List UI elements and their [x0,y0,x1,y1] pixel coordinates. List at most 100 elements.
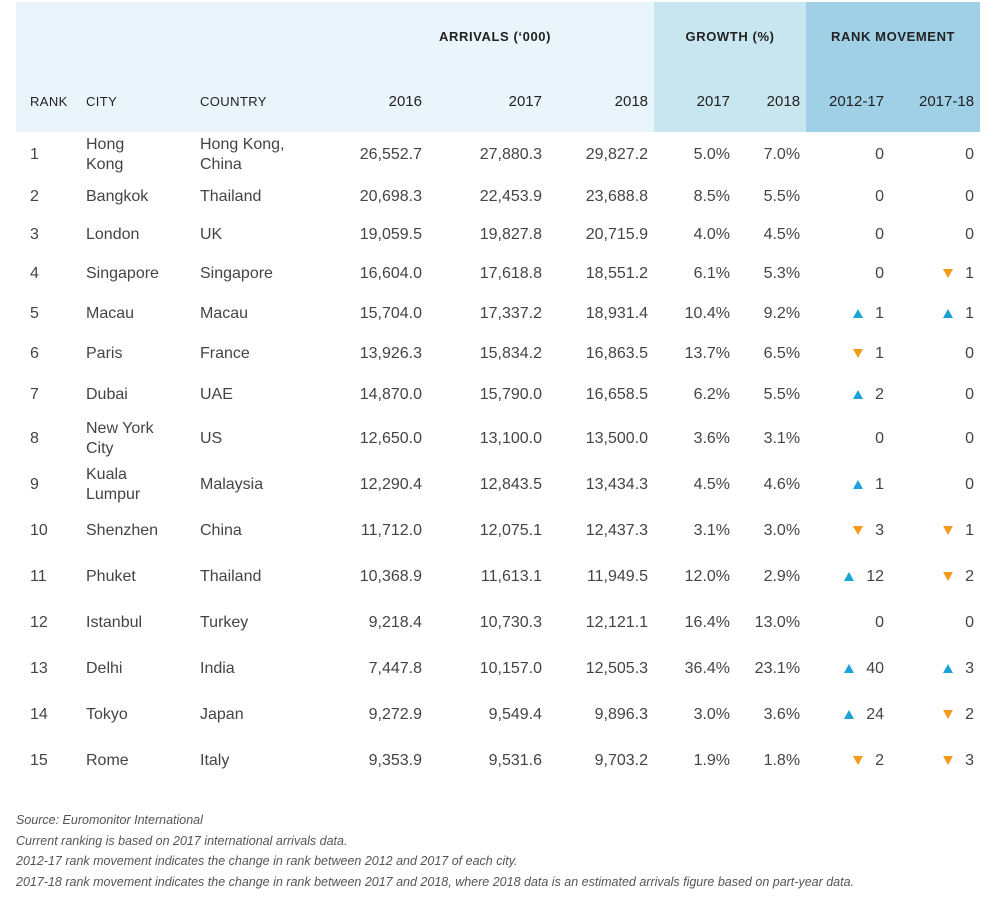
cell-arrivals-2016: 12,290.4 [336,462,428,508]
cell-city-text: New York City [86,420,154,457]
cell-rank-text: 13 [30,660,48,677]
cell-movement-2012-17: 1 [806,294,890,334]
cell-city: Macau [76,294,196,334]
rank-movement: 0 [965,613,974,633]
cell-movement-2017-18: 2 [890,554,980,600]
cell-city-text: Shenzhen [86,522,159,539]
cell-country: Italy [196,738,336,784]
cell-growth-2018-text: 3.1% [763,430,801,447]
cell-growth-2017: 8.5% [654,178,736,216]
cell-movement-2017-18: 1 [890,294,980,334]
cell-arrivals-2016: 9,353.9 [336,738,428,784]
cell-country-text: UK [200,226,223,243]
rank-movement-value: 0 [965,188,975,205]
cell-arrivals-2018-text: 29,827.2 [585,146,649,163]
triangle-down-icon [943,572,954,582]
cell-growth-2017: 12.0% [654,554,736,600]
cell-arrivals-2018: 16,658.5 [548,374,654,416]
rank-movement-value: 3 [965,751,975,769]
cell-rank: 6 [16,334,76,374]
cell-arrivals-2017: 12,075.1 [428,508,548,554]
cell-rank-text: 4 [30,265,39,282]
cell-growth-2018: 7.0% [736,132,806,178]
triangle-down-icon [943,526,954,536]
cell-country-text: Thailand [200,568,262,585]
cell-arrivals-2017: 15,834.2 [428,334,548,374]
rank-movement-value: 1 [965,264,975,282]
cell-rank-text: 2 [30,188,39,205]
triangle-up-icon [844,664,855,674]
cell-arrivals-2016-text: 9,218.4 [368,614,422,631]
cell-country-text: Macau [200,305,249,322]
cell-rank: 2 [16,178,76,216]
cell-movement-2012-17: 0 [806,254,890,294]
cell-arrivals-2017-text: 15,834.2 [479,345,542,362]
cell-arrivals-2018: 20,715.9 [548,216,654,254]
cell-arrivals-2016-text: 9,353.9 [368,752,422,769]
cell-arrivals-2016: 9,218.4 [336,600,428,646]
cell-rank: 7 [16,374,76,416]
cell-arrivals-2018: 12,437.3 [548,508,654,554]
cell-growth-2017: 6.1% [654,254,736,294]
table-row: 11 Phuket Thailand 10,368.9 11,613.1 11,949.5… [16,554,980,600]
rank-movement-value: 0 [965,476,975,493]
cell-city-text: Delhi [86,660,123,677]
table-row: 8 New York City US 12,650.0 13,100.0 13,500.0… [16,416,980,462]
cell-growth-2018-text: 5.5% [763,386,801,403]
rank-movement: 0 [965,344,974,364]
cell-arrivals-2016: 19,059.5 [336,216,428,254]
cell-arrivals-2017-text: 10,157.0 [479,660,542,677]
rank-movement: 1 [943,521,974,541]
cell-arrivals-2016-text: 19,059.5 [359,226,422,243]
footnotes: Source: Euromonitor International Curren… [16,810,854,892]
triangle-down-icon [943,269,954,279]
cell-growth-2018-text: 5.5% [763,188,801,205]
cell-city-text: Rome [86,752,129,769]
cell-growth-2018: 1.8% [736,738,806,784]
table-row: 14 Tokyo Japan 9,272.9 9,549.4 9,896.3 3.0% 3.6… [16,692,980,738]
cell-movement-2017-18: 0 [890,216,980,254]
rank-movement-value: 40 [866,659,885,677]
table-row: 15 Rome Italy 9,353.9 9,531.6 9,703.2 1.9% 1.8%… [16,738,980,784]
rank-movement: 3 [943,751,974,771]
cell-country-text: UAE [200,386,233,403]
rank-movement: 0 [875,264,884,284]
cell-arrivals-2016-text: 15,704.0 [359,305,422,322]
cell-growth-2017-text: 13.7% [684,345,731,362]
cell-arrivals-2016-text: 26,552.7 [359,146,422,163]
table-row: 6 Paris France 13,926.3 15,834.2 16,863.5 13.7… [16,334,980,374]
rank-movement: 1 [853,344,884,364]
cell-arrivals-2017: 10,157.0 [428,646,548,692]
rank-movement: 1 [853,475,884,495]
cell-rank: 5 [16,294,76,334]
cell-country-text: Japan [200,706,244,723]
table-row: 1 Hong Kong Hong Kong, China 26,552.7 27,880… [16,132,980,178]
arrivals-table: ARRIVALS (‘000) GROWTH (%) RANK MOVEMENT… [16,2,981,784]
cell-movement-2017-18: 0 [890,462,980,508]
cell-city: Istanbul [76,600,196,646]
cell-growth-2018: 9.2% [736,294,806,334]
rank-movement-value: 24 [866,705,885,723]
cell-arrivals-2018: 9,703.2 [548,738,654,784]
cell-country: Turkey [196,600,336,646]
cell-movement-2017-18: 0 [890,416,980,462]
cell-rank-text: 5 [30,305,39,322]
col-header-movement-2017-18: 2017-18 [890,70,981,132]
cell-movement-2012-17: 0 [806,416,890,462]
cell-city: Hong Kong [76,132,196,178]
cell-movement-2017-18: 1 [890,508,980,554]
cell-arrivals-2018-text: 16,863.5 [585,345,649,362]
cell-rank: 15 [16,738,76,784]
cell-rank-text: 6 [30,345,39,362]
cell-country-text: China [200,522,242,539]
cell-arrivals-2016: 10,368.9 [336,554,428,600]
cell-movement-2017-18: 1 [890,254,980,294]
cell-arrivals-2018: 29,827.2 [548,132,654,178]
triangle-up-icon [943,309,954,319]
cell-growth-2018: 5.5% [736,178,806,216]
rank-movement: 3 [943,659,974,679]
cell-growth-2018: 5.5% [736,374,806,416]
cell-arrivals-2017-text: 27,880.3 [479,146,542,163]
cell-growth-2017: 3.0% [654,692,736,738]
cell-movement-2017-18: 0 [890,600,980,646]
